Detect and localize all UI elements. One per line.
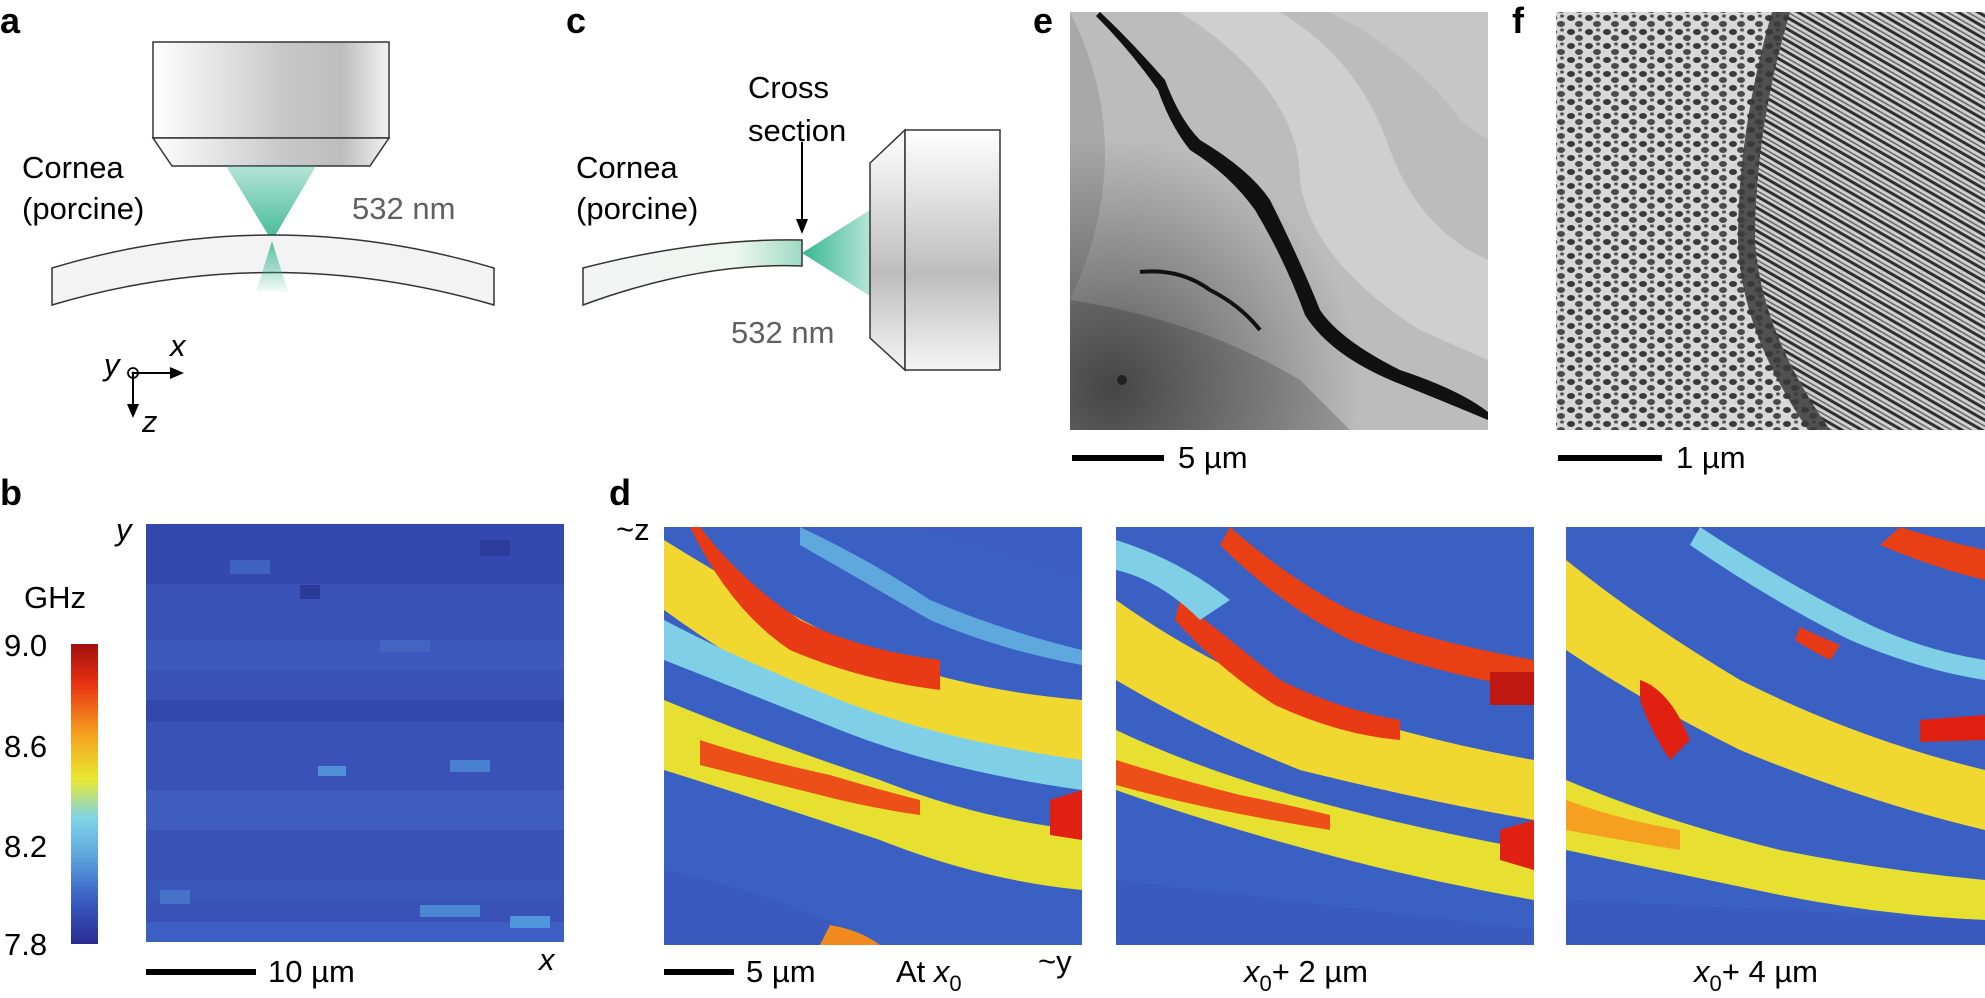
cross-section-label-1: Cross — [748, 70, 829, 105]
z-axis-arrow-icon — [127, 404, 139, 418]
wavelength-label-a: 532 nm — [352, 191, 455, 226]
scalebar-e-label: 5 µm — [1178, 440, 1248, 475]
map-d3-caption: x0+ 4 µm — [1692, 954, 1818, 996]
colorbar-tick-1: 9.0 — [4, 628, 47, 663]
laser-beam-a-lower — [256, 241, 288, 292]
panel-a: a Cornea (porcine) 532 nm x y z — [0, 0, 495, 439]
cornea-label-c-2: (porcine) — [576, 191, 698, 226]
axis-x-label: x — [168, 328, 187, 363]
panel-d: d ~z ~y — [609, 472, 1985, 996]
electron-micrograph-f — [1556, 12, 1985, 430]
b-y-axis-label: y — [114, 512, 134, 547]
panel-f: f 1 µm — [1512, 0, 1985, 475]
x-axis-arrow-icon — [170, 367, 184, 379]
colorbar-tick-2: 8.6 — [4, 729, 47, 764]
panel-b-letter: b — [0, 472, 22, 513]
cross-section-label-2: section — [748, 113, 846, 148]
panel-c: c Cross section Cornea (porcine) 532 nm — [566, 0, 1001, 372]
laser-beam-c — [802, 210, 870, 296]
panel-e-letter: e — [1033, 0, 1053, 41]
panel-a-letter: a — [0, 0, 21, 41]
colorbar: GHz 9.0 8.6 8.2 7.8 — [4, 580, 98, 962]
brillouin-map-b — [146, 524, 564, 942]
panel-e: e 5 µm — [1033, 0, 1488, 475]
cornea-label-a-1: Cornea — [22, 150, 124, 185]
colorbar-tick-4: 7.8 — [4, 927, 47, 962]
cornea-label-a-2: (porcine) — [22, 191, 144, 226]
cornea-label-c-1: Cornea — [576, 150, 678, 185]
wavelength-label-c: 532 nm — [731, 315, 834, 350]
panel-b: b y x 10 µm GHz 9.0 8.6 8 — [0, 472, 564, 989]
scalebar-f-label: 1 µm — [1676, 440, 1746, 475]
laser-beam-a — [226, 166, 316, 241]
brillouin-map-d3 — [1566, 527, 1985, 945]
map-d2-caption: x0+ 2 µm — [1242, 954, 1368, 996]
brillouin-map-d2 — [1116, 527, 1534, 945]
panel-d-letter: d — [609, 472, 631, 513]
colorbar-unit: GHz — [24, 580, 86, 615]
scalebar-d-label: 5 µm — [746, 954, 816, 989]
cornea-slice-c — [582, 239, 803, 307]
axis-y-label: y — [102, 347, 122, 382]
map-d1-caption: At x0 — [896, 954, 962, 996]
d-y-axis-label: ~y — [1038, 944, 1072, 979]
electron-micrograph-e — [1070, 12, 1488, 430]
brillouin-map-d1 — [664, 527, 1082, 945]
coordinate-axes: x y z — [102, 328, 187, 439]
objective-lens-a — [151, 41, 391, 167]
colorbar-tick-3: 8.2 — [4, 829, 47, 864]
arrow-down-icon — [796, 219, 808, 234]
scalebar-b-label: 10 µm — [268, 954, 355, 989]
axis-z-label: z — [141, 404, 158, 439]
objective-lens-c — [869, 128, 1001, 372]
panel-f-letter: f — [1512, 0, 1525, 41]
b-x-axis-label: x — [537, 942, 556, 977]
panel-c-letter: c — [566, 0, 586, 41]
d-z-axis-label: ~z — [616, 512, 650, 547]
